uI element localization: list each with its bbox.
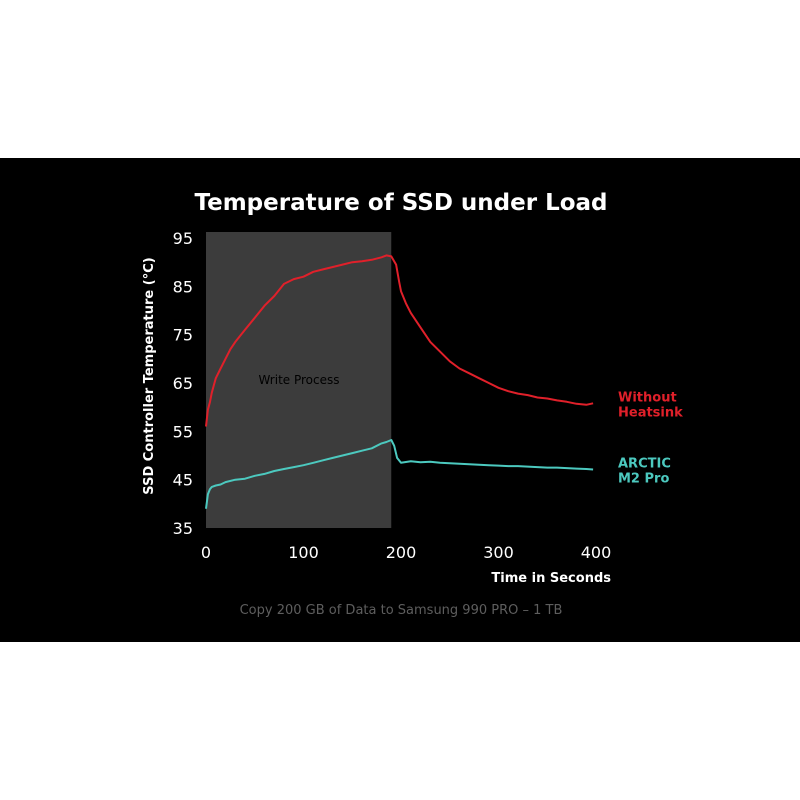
x-tick-label: 0 <box>201 543 211 562</box>
chart-caption: Copy 200 GB of Data to Samsung 990 PRO –… <box>240 603 563 618</box>
y-tick-label: 55 <box>173 422 193 441</box>
y-tick-label: 95 <box>173 229 193 248</box>
x-tick-label: 200 <box>386 543 417 562</box>
y-tick-label: 65 <box>173 374 193 393</box>
x-tick-label: 100 <box>288 543 319 562</box>
x-axis-ticks: 0 100 200 300 400 <box>201 543 611 562</box>
y-tick-label: 85 <box>173 277 193 296</box>
y-tick-label: 75 <box>173 326 193 345</box>
x-tick-label: 400 <box>581 543 612 562</box>
chart-title: Temperature of SSD under Load <box>194 190 607 216</box>
y-axis-title: SSD Controller Temperature (°C) <box>142 257 157 494</box>
series-lines <box>205 254 594 509</box>
chart-panel: Temperature of SSD under Load Write Proc… <box>0 158 800 642</box>
x-tick-label: 300 <box>483 543 514 562</box>
x-axis-title: Time in Seconds <box>491 571 611 586</box>
y-tick-label: 35 <box>173 519 193 538</box>
write-process-label: Write Process <box>258 373 339 387</box>
series-labels: Without Heatsink ARCTIC M2 Pro <box>618 390 683 486</box>
series-line-1 <box>205 254 594 427</box>
temperature-chart: Temperature of SSD under Load Write Proc… <box>142 190 683 618</box>
y-axis-ticks: 35 45 55 65 75 85 95 <box>173 229 193 538</box>
series-label-2: ARCTIC M2 Pro <box>618 457 671 487</box>
series-line-2 <box>205 439 594 509</box>
y-tick-label: 45 <box>173 471 193 490</box>
series-label-1: Without Heatsink <box>618 390 683 420</box>
